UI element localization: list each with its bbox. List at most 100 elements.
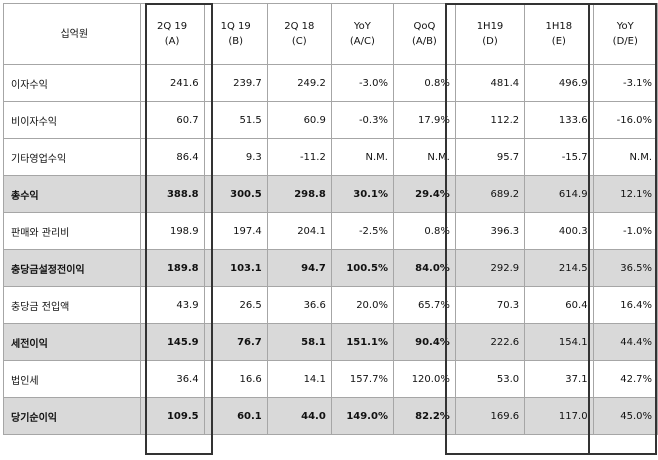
- column-header-code: (A): [164, 36, 180, 47]
- table-cell: 241.6: [139, 64, 205, 102]
- row-label: 이자수익: [3, 64, 141, 102]
- table-cell: 76.7: [203, 323, 268, 361]
- table-row: 판매와 관리비 198.9 197.4 204.1 -2.5% 0.8% 396.3 400.…: [3, 212, 658, 250]
- column-header-period: 1H18: [545, 21, 573, 32]
- table-cell: 204.1: [266, 212, 332, 250]
- table-row: 이자수익 241.6 239.7 249.2 -3.0% 0.8% 481.4 496.9 -3…: [3, 64, 658, 102]
- table-cell: 222.6: [454, 323, 526, 361]
- table-row: 충당금설정전이익 189.8 103.1 94.7 100.5% 84.0% 292.9 21…: [3, 249, 658, 287]
- table-cell: 481.4: [454, 64, 526, 102]
- table-cell: 298.8: [266, 175, 332, 213]
- table-cell: 100.5%: [330, 249, 394, 287]
- table-cell: 42.7%: [592, 360, 658, 398]
- table-cell: 614.9: [524, 175, 594, 213]
- table-cell: -3.1%: [592, 64, 658, 102]
- header-row: 십억원 2Q 19 (A) 1Q 19 (B) 2Q 18 (C) YoY (A/C) QoQ (…: [3, 3, 658, 65]
- column-header: 2Q 18 (C): [266, 3, 332, 65]
- table-cell: 0.8%: [392, 212, 456, 250]
- income-statement-table: 십억원 2Q 19 (A) 1Q 19 (B) 2Q 18 (C) YoY (A/C) QoQ (…: [3, 3, 658, 435]
- table-cell: 60.7: [139, 101, 205, 139]
- row-label: 당기순이익: [3, 397, 141, 435]
- table-row: 법인세 36.4 16.6 14.1 157.7% 120.0% 53.0 37.1 42.7%: [3, 360, 658, 398]
- column-header-period: 1Q 19: [220, 21, 251, 32]
- column-header-period: YoY: [616, 21, 634, 32]
- table-cell: 70.3: [454, 286, 526, 324]
- table-cell: 112.2: [454, 101, 526, 139]
- table-cell: 51.5: [203, 101, 268, 139]
- table-cell: 133.6: [524, 101, 594, 139]
- table-cell: -16.0%: [592, 101, 658, 139]
- column-header: YoY (A/C): [330, 3, 394, 65]
- table-cell: 44.4%: [592, 323, 658, 361]
- table-cell: 60.1: [203, 397, 268, 435]
- table-cell: N.M.: [392, 138, 456, 176]
- table-cell: 45.0%: [592, 397, 658, 435]
- column-header: 1H18 (E): [524, 3, 594, 65]
- column-header-period: YoY: [353, 21, 371, 32]
- unit-label: 십억원: [3, 3, 141, 65]
- table-cell: 94.7: [266, 249, 332, 287]
- column-header-code: (C): [291, 36, 307, 47]
- table-cell: 65.7%: [392, 286, 456, 324]
- table-cell: 16.4%: [592, 286, 658, 324]
- table-cell: 0.8%: [392, 64, 456, 102]
- table-cell: 249.2: [266, 64, 332, 102]
- table-cell: 103.1: [203, 249, 268, 287]
- table-cell: -0.3%: [330, 101, 394, 139]
- table-row: 기타영업수익 86.4 9.3 -11.2 N.M. N.M. 95.7 -15.7 N.M.: [3, 138, 658, 176]
- table-cell: 30.1%: [330, 175, 394, 213]
- table-cell: 9.3: [203, 138, 268, 176]
- column-header-code: (B): [228, 36, 243, 47]
- column-header-code: (A/B): [411, 36, 437, 47]
- column-header-code: (E): [551, 36, 566, 47]
- table-row: 당기순이익 109.5 60.1 44.0 149.0% 82.2% 169.6 117.0 4…: [3, 397, 658, 435]
- table-cell: -1.0%: [592, 212, 658, 250]
- row-label: 세전이익: [3, 323, 141, 361]
- table-cell: 154.1: [524, 323, 594, 361]
- financial-table-wrapper: 십억원 2Q 19 (A) 1Q 19 (B) 2Q 18 (C) YoY (A/C) QoQ (…: [3, 3, 658, 455]
- row-label: 충당금 전입액: [3, 286, 141, 324]
- row-label: 법인세: [3, 360, 141, 398]
- table-cell: 496.9: [524, 64, 594, 102]
- table-cell: 169.6: [454, 397, 526, 435]
- column-header: 1H19 (D): [454, 3, 526, 65]
- table-cell: 189.8: [139, 249, 205, 287]
- table-cell: 689.2: [454, 175, 526, 213]
- row-label: 판매와 관리비: [3, 212, 141, 250]
- table-cell: 16.6: [203, 360, 268, 398]
- table-row: 세전이익 145.9 76.7 58.1 151.1% 90.4% 222.6 154.1 44…: [3, 323, 658, 361]
- table-cell: -15.7: [524, 138, 594, 176]
- table-row: 비이자수익 60.7 51.5 60.9 -0.3% 17.9% 112.2 133.6 -16…: [3, 101, 658, 139]
- column-header: QoQ (A/B): [392, 3, 456, 65]
- table-cell: 120.0%: [392, 360, 456, 398]
- column-header: 1Q 19 (B): [203, 3, 268, 65]
- table-cell: 37.1: [524, 360, 594, 398]
- table-cell: -3.0%: [330, 64, 394, 102]
- table-cell: 117.0: [524, 397, 594, 435]
- column-header-code: (D): [482, 36, 498, 47]
- table-cell: 29.4%: [392, 175, 456, 213]
- table-cell: 292.9: [454, 249, 526, 287]
- column-header: 2Q 19 (A): [139, 3, 205, 65]
- table-cell: 58.1: [266, 323, 332, 361]
- table-cell: -2.5%: [330, 212, 394, 250]
- table-cell: 396.3: [454, 212, 526, 250]
- table-cell: 82.2%: [392, 397, 456, 435]
- table-cell: 20.0%: [330, 286, 394, 324]
- row-label: 총수익: [3, 175, 141, 213]
- table-cell: 36.5%: [592, 249, 658, 287]
- table-cell: 149.0%: [330, 397, 394, 435]
- table-cell: 95.7: [454, 138, 526, 176]
- table-cell: 17.9%: [392, 101, 456, 139]
- column-header-period: 2Q 19: [156, 21, 188, 32]
- table-cell: 36.4: [139, 360, 205, 398]
- table-cell: 214.5: [524, 249, 594, 287]
- table-cell: 14.1: [266, 360, 332, 398]
- table-cell: 43.9: [139, 286, 205, 324]
- table-cell: 388.8: [139, 175, 205, 213]
- column-header-code: (D/E): [612, 36, 638, 47]
- table-cell: 12.1%: [592, 175, 658, 213]
- table-cell: 109.5: [139, 397, 205, 435]
- column-header-code: (A/C): [349, 36, 375, 47]
- row-label: 기타영업수익: [3, 138, 141, 176]
